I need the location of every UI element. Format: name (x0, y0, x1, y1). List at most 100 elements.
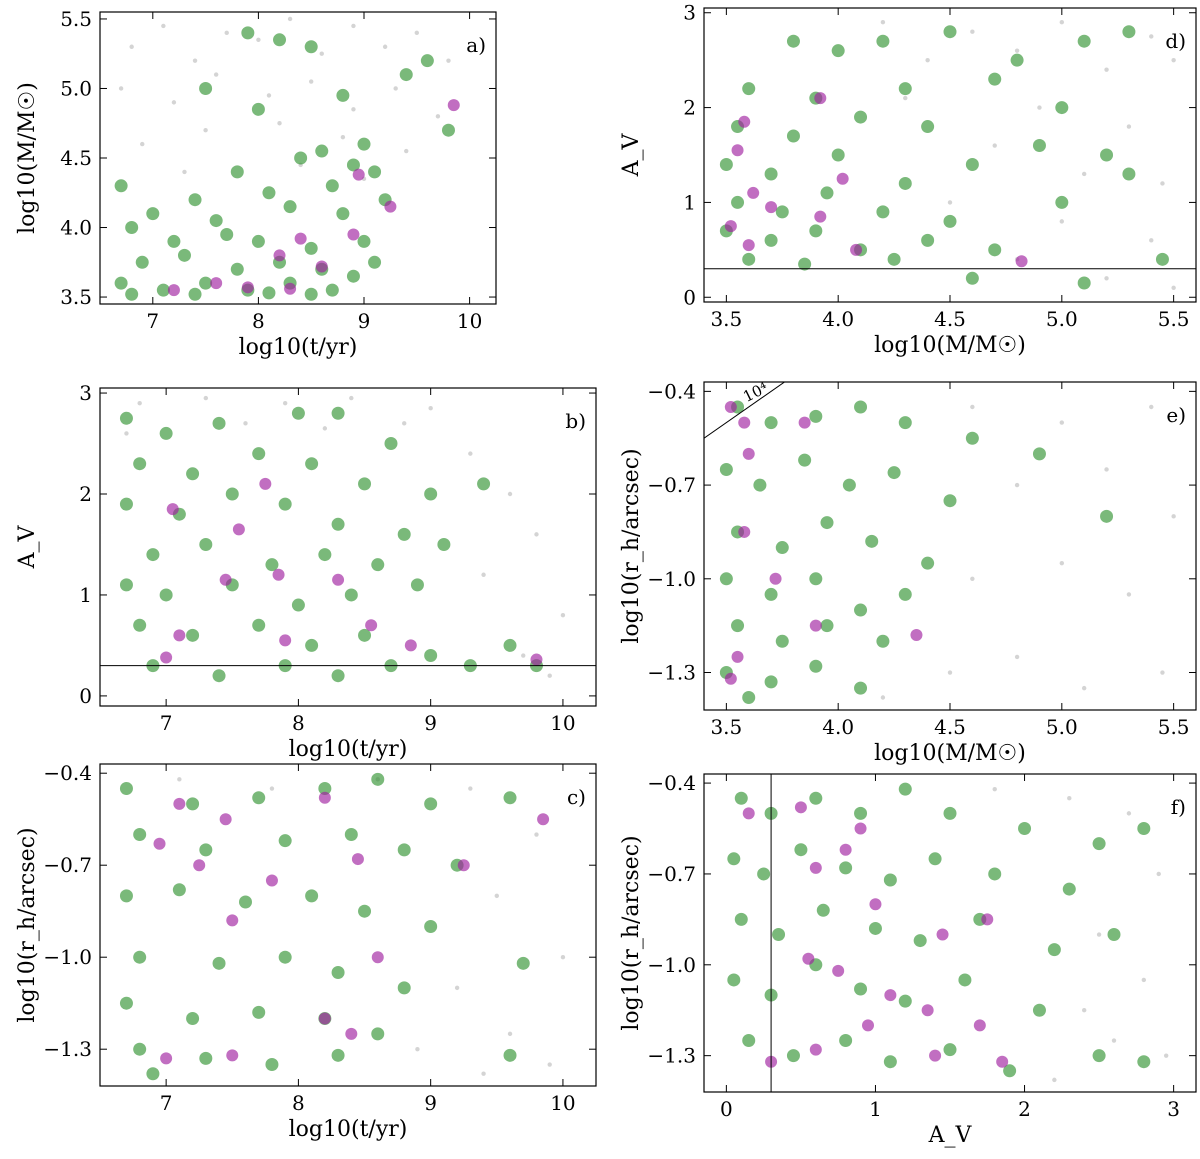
point-selected (119, 996, 133, 1010)
y-tick-label: −0.7 (647, 862, 696, 886)
point-background (118, 86, 124, 91)
point-selected (318, 548, 332, 562)
point-flagged (265, 874, 278, 887)
point-selected (831, 148, 845, 162)
point-selected (199, 276, 213, 290)
point-selected (251, 234, 265, 248)
point-selected (943, 806, 957, 820)
point-flagged (809, 1043, 822, 1056)
point-selected (125, 221, 139, 235)
point-selected (371, 558, 385, 572)
point-selected (1032, 1003, 1046, 1017)
point-flagged (724, 672, 737, 685)
point-flagged (742, 239, 755, 252)
point-background (177, 777, 182, 782)
point-selected (1122, 25, 1136, 39)
point-background (947, 200, 953, 205)
point-selected (887, 466, 901, 480)
point-background (224, 30, 229, 36)
point-flagged (996, 1055, 1009, 1068)
point-selected (278, 834, 292, 848)
y-tick-label: −1.0 (647, 953, 696, 977)
point-flagged (862, 1019, 874, 1032)
x-tick-label: 3.5 (710, 307, 742, 331)
point-background (382, 44, 388, 49)
point-background (243, 421, 248, 426)
point-flagged (153, 837, 166, 850)
point-selected (159, 426, 173, 440)
point-selected (854, 806, 868, 820)
point-selected (305, 889, 319, 903)
point-selected (336, 207, 350, 221)
point-selected (839, 861, 853, 875)
point-background (266, 93, 272, 98)
point-selected (809, 409, 823, 423)
point-flagged (936, 928, 949, 941)
point-selected (265, 1058, 279, 1072)
point-selected (727, 852, 741, 866)
point-selected (742, 691, 756, 705)
point-selected (212, 956, 226, 970)
point-selected (921, 120, 935, 134)
point-background (1081, 1008, 1087, 1013)
point-flagged (193, 859, 206, 872)
point-background (309, 79, 314, 84)
point-selected (368, 165, 382, 179)
point-flagged (724, 220, 737, 233)
point-flagged (537, 813, 550, 826)
x-tick-label: 4.5 (934, 715, 966, 739)
point-selected (883, 1055, 897, 1069)
point-selected (133, 618, 147, 632)
point-selected (772, 928, 786, 942)
point-flagged (210, 277, 223, 290)
plot-area (704, 20, 1196, 290)
point-selected (399, 68, 413, 82)
x-axis-label: log10(M/M☉) (874, 741, 1026, 766)
x-tick-label: 8 (292, 1091, 305, 1115)
point-background (534, 832, 539, 837)
point-background (1171, 57, 1176, 63)
point-selected (156, 283, 170, 297)
point-selected (854, 110, 868, 124)
point-background (415, 1047, 420, 1052)
point-flagged (160, 651, 173, 664)
point-selected (809, 791, 823, 805)
point-background (124, 431, 129, 436)
point-flagged (160, 1052, 173, 1065)
point-selected (424, 797, 438, 811)
point-flagged (219, 573, 232, 586)
point-background (481, 572, 486, 577)
point-selected (346, 158, 360, 172)
point-selected (230, 165, 244, 179)
point-background (1160, 181, 1165, 186)
point-flagged (173, 797, 186, 810)
point-selected (1122, 167, 1136, 181)
point-background (282, 400, 288, 406)
y-tick-label: 0 (683, 285, 696, 309)
point-selected (199, 843, 213, 857)
point-selected (854, 400, 868, 414)
y-tick-label: −0.7 (647, 473, 696, 497)
point-selected (1107, 928, 1121, 942)
y-tick-label: 1 (79, 583, 92, 607)
point-selected (794, 843, 808, 857)
point-background (161, 23, 166, 29)
point-selected (344, 828, 358, 842)
point-selected (742, 1034, 756, 1048)
point-selected (988, 867, 1002, 881)
point-selected (358, 904, 372, 918)
point-background (393, 86, 398, 91)
point-selected (278, 497, 292, 511)
point-selected (1100, 509, 1114, 523)
point-flagged (167, 284, 180, 297)
y-tick-label: −0.4 (647, 771, 696, 795)
point-background (435, 114, 441, 119)
point-selected (928, 852, 942, 866)
point-selected (186, 628, 200, 642)
point-background (340, 134, 346, 140)
point-selected (262, 286, 276, 300)
point-background (1037, 105, 1042, 110)
point-background (992, 143, 997, 148)
y-axis-label: log10(M/M☉) (15, 82, 40, 234)
axes-frame (703, 7, 1197, 303)
